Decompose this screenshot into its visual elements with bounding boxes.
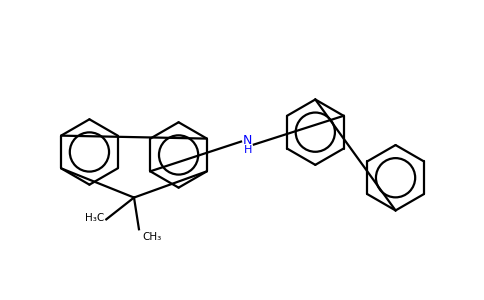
Text: CH₃: CH₃	[142, 232, 161, 242]
Text: N: N	[242, 134, 252, 147]
Text: H: H	[244, 146, 252, 155]
Text: H₃C: H₃C	[85, 213, 104, 224]
